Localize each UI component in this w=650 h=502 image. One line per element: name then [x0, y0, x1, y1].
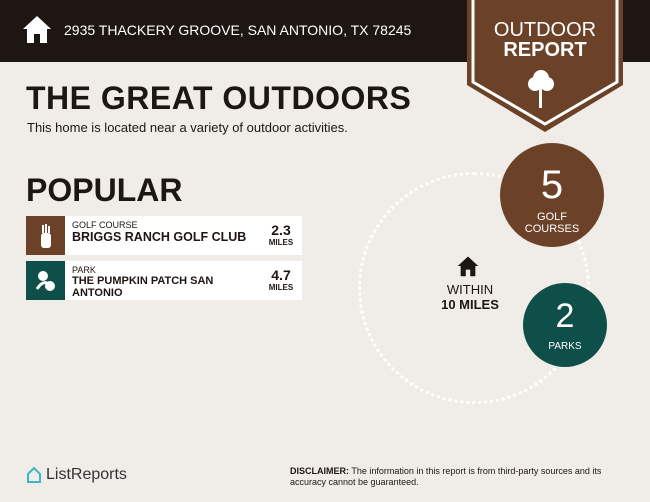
popular-heading: POPULAR — [26, 172, 183, 208]
badge-line2: REPORT — [503, 39, 587, 61]
tree-icon — [528, 70, 554, 108]
disclaimer: DISCLAIMER: The information in this repo… — [290, 466, 602, 487]
listreports-logo-icon — [27, 466, 41, 483]
page-title: THE GREAT OUTDOORS — [26, 80, 412, 116]
home-icon — [457, 256, 479, 277]
item-unit: MILES — [268, 238, 294, 247]
address: 2935 THACKERY GROOVE, SAN ANTONIO, TX 78… — [64, 22, 412, 38]
item-name: BRIGGS RANCH GOLF CLUB — [72, 230, 247, 244]
parks-count: 2 — [555, 297, 575, 335]
item-unit: MILES — [268, 283, 294, 292]
list-item[interactable]: GOLF COURSE BRIGGS RANCH GOLF CLUB 2.3 MIL… — [26, 216, 302, 255]
item-category: GOLF COURSE — [72, 220, 138, 230]
radius-ring — [358, 172, 590, 404]
radius-label: WITHIN 10 MILES — [441, 282, 499, 312]
item-category: PARK — [72, 265, 96, 275]
item-distance: 4.7 — [271, 267, 291, 283]
listreports-logo[interactable]: ListReports — [26, 466, 127, 484]
page-subtitle: This home is located near a variety of o… — [27, 120, 348, 135]
parks-count-circle: 2 PARKS — [523, 283, 607, 367]
item-distance: 2.3 — [271, 222, 291, 238]
badge-line1: OUTDOOR — [493, 19, 597, 41]
golf-bag-icon — [26, 216, 65, 255]
golf-count: 5 — [540, 163, 564, 207]
golf-count-circle: 5 GOLF COURSES — [500, 143, 604, 247]
home-icon — [23, 16, 51, 43]
list-item[interactable]: PARK THE PUMPKIN PATCH SAN ANTONIO 4.7 MIL… — [26, 261, 302, 300]
outdoor-report-badge — [467, 0, 623, 132]
item-name: THE PUMPKIN PATCH SAN ANTONIO — [72, 275, 214, 299]
park-icon — [26, 261, 65, 300]
